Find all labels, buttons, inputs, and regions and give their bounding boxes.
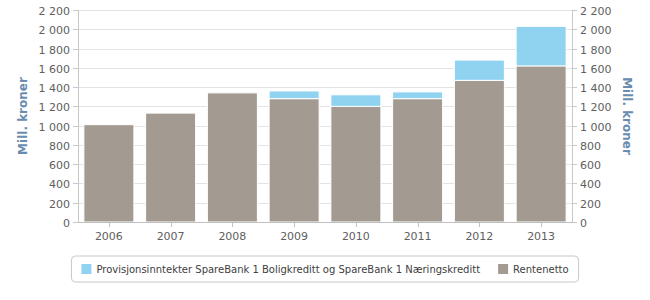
x-tick-label: 2011 <box>404 230 432 243</box>
bar <box>516 26 566 66</box>
y2-axis <box>572 10 573 222</box>
bar <box>454 60 504 80</box>
x-tick <box>356 222 357 227</box>
bar <box>331 106 381 222</box>
y-tick-label: 1 200 <box>39 101 71 114</box>
legend-swatch <box>498 264 508 274</box>
y-tick-label: 1 600 <box>39 63 71 76</box>
y2-tick-label: 400 <box>580 178 601 191</box>
y-axis-title: Mill. kroner <box>16 77 30 155</box>
y-axis <box>78 10 79 222</box>
bar <box>207 93 257 222</box>
y-tick <box>73 106 78 107</box>
grid-line <box>78 29 572 30</box>
x-tick <box>418 222 419 227</box>
legend-box <box>71 256 578 282</box>
y2-tick-label: 1 200 <box>580 101 612 114</box>
bar <box>454 80 504 222</box>
bar <box>84 125 134 222</box>
y2-tick-label: 200 <box>580 198 601 211</box>
y-tick-label: 0 <box>63 217 70 230</box>
y2-tick-label: 0 <box>580 217 587 230</box>
x-tick-label: 2007 <box>157 230 185 243</box>
x-tick <box>479 222 480 227</box>
y2-tick-label: 600 <box>580 159 601 172</box>
legend-label: Rentenetto <box>513 264 569 275</box>
grid-line <box>78 10 572 11</box>
y-tick <box>73 126 78 127</box>
y-tick <box>73 29 78 30</box>
y-tick-label: 400 <box>49 178 70 191</box>
x-tick-label: 2008 <box>218 230 246 243</box>
y-tick-label: 600 <box>49 159 70 172</box>
y-tick <box>73 87 78 88</box>
bar <box>269 91 319 99</box>
x-tick <box>232 222 233 227</box>
bar <box>516 66 566 222</box>
y2-tick-label: 1 800 <box>580 44 612 57</box>
y-tick-label: 2 000 <box>39 24 71 37</box>
bar <box>84 124 134 125</box>
grid-line <box>78 222 572 223</box>
grid <box>78 11 572 223</box>
y2-tick-label: 800 <box>580 140 601 153</box>
x-tick <box>171 222 172 227</box>
y-tick <box>73 145 78 146</box>
legend-swatch <box>81 264 91 274</box>
bar <box>393 99 443 222</box>
y2-axis-title: Mill. kroner <box>620 77 634 155</box>
y-tick <box>73 10 78 11</box>
x-tick-label: 2010 <box>342 230 370 243</box>
x-tick-label: 2013 <box>527 230 555 243</box>
y-tick-label: 1 400 <box>39 82 71 95</box>
bar <box>146 113 196 222</box>
legend-label: Provisjonsinntekter SpareBank 1 Boligkre… <box>96 264 480 275</box>
y-tick <box>73 203 78 204</box>
y2-tick-label: 1 400 <box>580 82 612 95</box>
y-tick <box>73 164 78 165</box>
bar <box>146 113 196 114</box>
bar <box>207 92 257 93</box>
x-axis <box>78 222 572 223</box>
y2-tick-label: 2 000 <box>580 24 612 37</box>
x-tick <box>109 222 110 227</box>
bar <box>331 95 381 107</box>
y2-tick-label: 1 600 <box>580 63 612 76</box>
y2-tick-label: 2 200 <box>580 5 612 18</box>
y-tick-label: 200 <box>49 198 70 211</box>
x-tick-label: 2009 <box>280 230 308 243</box>
grid-line <box>78 49 572 50</box>
x-tick-label: 2006 <box>95 230 123 243</box>
y-tick-label: 2 200 <box>39 5 71 18</box>
y-tick-label: 1 800 <box>39 44 71 57</box>
bars <box>84 26 566 222</box>
y2-tick <box>572 222 577 223</box>
legend: Provisjonsinntekter SpareBank 1 Boligkre… <box>71 256 578 282</box>
x-tick <box>541 222 542 227</box>
x-tick-label: 2012 <box>465 230 493 243</box>
bar <box>393 92 443 99</box>
bar <box>269 99 319 222</box>
y-tick <box>73 183 78 184</box>
chart: 0 200 400 600 800 1 000 1 200 1 400 1 600 1 800 2 … <box>0 0 650 300</box>
y-tick <box>73 222 78 223</box>
y-tick-label: 800 <box>49 140 70 153</box>
y-tick <box>73 49 78 50</box>
y2-tick-label: 1 000 <box>580 121 612 134</box>
x-tick <box>294 222 295 227</box>
y-tick-label: 1 000 <box>39 121 71 134</box>
y-tick <box>73 68 78 69</box>
